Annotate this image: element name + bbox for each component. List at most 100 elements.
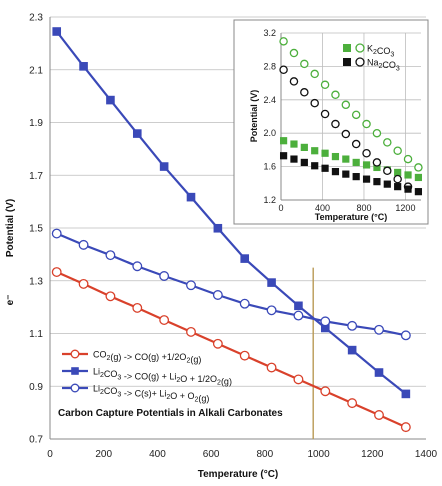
inset-y-tick-label: 3.2	[263, 28, 276, 38]
inset-data-point	[331, 119, 340, 129]
data-point	[374, 324, 384, 335]
data-point	[51, 228, 62, 239]
inset-y-tick-label: 1.2	[263, 195, 276, 205]
data-point	[266, 362, 277, 373]
inset-data-point	[300, 59, 309, 69]
inset-x-tick-label: 1200	[395, 203, 415, 213]
inset-data-point	[372, 128, 382, 138]
inset-data-point	[403, 154, 413, 164]
inset-data-point	[311, 147, 319, 155]
inset-data-point	[383, 180, 391, 188]
inset-y-tick-label: 2.8	[263, 61, 276, 71]
inset-x-tick-label: 0	[278, 203, 283, 213]
inset-data-point	[383, 138, 392, 147]
inset-x-axis-title: Temperature (°C)	[315, 212, 387, 222]
inset-data-point	[362, 175, 371, 183]
data-point	[51, 267, 62, 277]
data-point	[320, 316, 331, 327]
inset-legend-circle	[355, 43, 365, 53]
inset-data-point	[311, 162, 319, 170]
inset-data-point	[341, 100, 351, 110]
inset-series-na2co3-filled-square	[279, 152, 423, 196]
data-point	[186, 326, 196, 337]
inset-data-point	[300, 143, 308, 151]
inset-data-point	[362, 119, 371, 129]
inset-data-point	[279, 65, 288, 74]
x-tick-label: 800	[257, 449, 274, 460]
inset-data-point	[279, 37, 288, 46]
series-1	[51, 267, 411, 433]
data-point	[347, 320, 358, 331]
data-point	[132, 129, 142, 138]
inset-series-k2co3-open-circle	[279, 37, 423, 172]
inset-data-point	[341, 129, 351, 139]
inset-tick-labels: 1.2 1.6 2.0 2.4 2.8 3.2 0 400 800 1200	[263, 28, 415, 213]
inset-data-point	[352, 173, 360, 181]
inset-data-point	[414, 173, 423, 182]
data-point	[132, 302, 143, 313]
legend-label: Li2CO3 -> CO(g) + Li2O + 1/2O2(g)	[93, 367, 232, 387]
inset-data-point	[300, 158, 308, 167]
legend-swatch-marker	[71, 367, 79, 375]
inset-data-point	[289, 77, 299, 86]
inset-data-point	[290, 140, 298, 148]
inset-legend-square	[343, 44, 351, 52]
inset-data-point	[414, 163, 423, 172]
data-point	[212, 290, 223, 300]
inset-data-point	[362, 161, 371, 169]
inset-legend-circle	[355, 57, 365, 67]
inset-data-point	[404, 171, 412, 179]
inset-data-point	[310, 98, 319, 108]
inset-x-tick-label: 800	[356, 203, 371, 213]
inset-data-point	[394, 183, 402, 191]
data-point	[266, 305, 277, 316]
series-line	[55, 30, 407, 395]
inset-data-point	[404, 185, 412, 193]
inset-data-point	[331, 168, 340, 176]
x-tick-label: 600	[203, 449, 220, 460]
legend-swatch-marker	[70, 349, 80, 359]
main-series-group	[51, 27, 411, 433]
data-point	[400, 422, 411, 433]
data-point	[52, 27, 62, 36]
data-point	[293, 310, 304, 321]
legend-swatch-marker	[70, 383, 80, 393]
inset-data-point	[394, 168, 402, 177]
data-point	[240, 254, 250, 263]
x-tick-label: 0	[47, 449, 53, 460]
inset-y-tick-label: 2.4	[263, 95, 276, 105]
data-point	[132, 261, 143, 272]
inset-data-point	[279, 152, 288, 160]
data-point	[239, 350, 250, 361]
inset-legend-label: K2CO3	[367, 44, 394, 59]
x-axis-title: Temperature (°C)	[198, 469, 279, 480]
data-point	[213, 223, 223, 233]
data-point	[159, 162, 169, 171]
inset-chart: 1.2 1.6 2.0 2.4 2.8 3.2 0 400 800 1200 K2CO3Na2CO…	[233, 19, 429, 225]
main-legend: CO2(g) -> CO(g) +1/2O2(g) Li2CO3 -> CO(g)…	[62, 350, 232, 404]
y-tick-label: 2.3	[29, 13, 43, 24]
inset-data-point	[331, 152, 340, 161]
inset-x-tick-label: 400	[315, 203, 330, 213]
y-axis-electron-label: e⁻	[5, 295, 16, 306]
data-point	[106, 95, 115, 105]
data-point	[347, 345, 357, 355]
inset-data-point	[372, 158, 382, 167]
data-point	[159, 271, 170, 281]
data-point	[401, 389, 411, 399]
x-tick-label: 1200	[361, 449, 384, 460]
y-tick-label: 2.1	[29, 65, 43, 76]
series-2	[52, 27, 411, 399]
data-point	[320, 323, 330, 333]
inset-data-point	[373, 163, 381, 172]
data-point	[267, 278, 276, 287]
inset-data-point	[342, 155, 350, 163]
inset-legend-square	[343, 58, 351, 66]
inset-data-point	[414, 188, 423, 196]
inset-data-point	[279, 137, 288, 145]
x-tick-label: 1000	[307, 449, 330, 460]
inset-legend-item-1: K2CO3	[343, 43, 394, 59]
inset-data-point	[300, 88, 309, 97]
